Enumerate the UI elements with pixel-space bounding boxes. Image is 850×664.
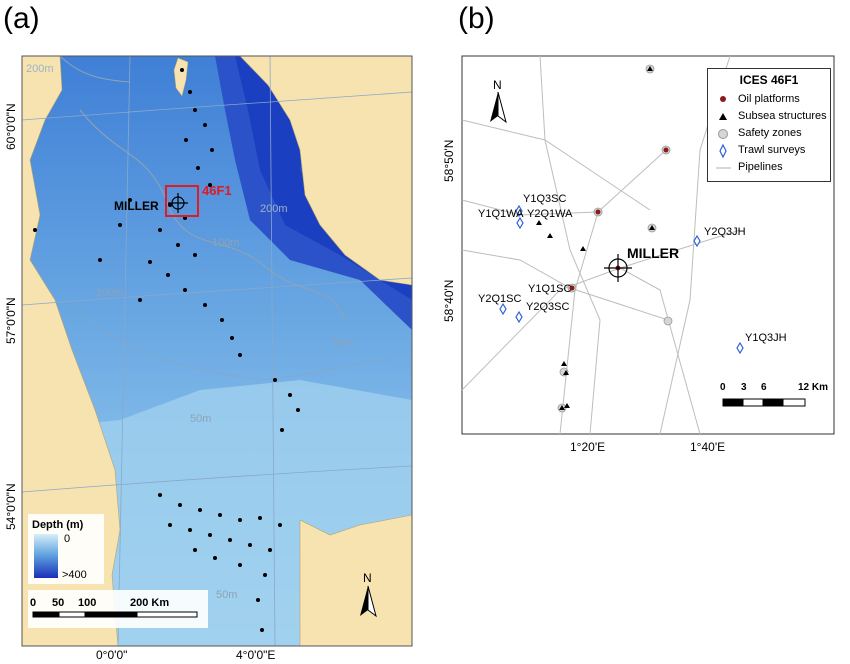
depth-legend-max: >400 [62, 569, 87, 581]
depth-legend-ramp [34, 534, 58, 578]
legend-b-item: Oil platforms [738, 93, 800, 105]
scalebar-a-tick: 0 [30, 597, 36, 609]
miller-label-b: MILLER [627, 245, 680, 261]
contour-label: 100m [212, 237, 240, 249]
miller-label: MILLER [114, 199, 159, 213]
scalebar-b-end: 12 Km [798, 382, 829, 393]
lon-label-a: 4°0'0"E [236, 648, 276, 662]
subsea-structure-icon [719, 113, 727, 120]
legend-b-item: Trawl surveys [738, 144, 806, 156]
contour-label: 100m [96, 287, 124, 299]
lon-label-a: 0°0'0" [96, 648, 128, 662]
panel-a-letter: (a) [3, 2, 40, 35]
legend-b-item: Pipelines [738, 161, 783, 173]
depth-legend-title: Depth (m) [32, 519, 84, 531]
contour-label: 50m [332, 337, 353, 349]
box-label-46f1: 46F1 [202, 183, 232, 198]
contour-label: 50m [190, 413, 211, 425]
scalebar-a-box [28, 590, 208, 628]
scalebar-b-tick: 0 [720, 382, 726, 393]
survey-label: Y1Q1SC [528, 283, 572, 295]
norway-land [239, 56, 412, 286]
scalebar-a [32, 611, 198, 618]
contour-label: 200m [26, 63, 54, 75]
survey-label: Y1Q1WA [478, 208, 524, 220]
contour-label: 200m [260, 203, 288, 215]
installation-points [33, 68, 300, 632]
legend-b-item: Subsea structures [738, 110, 827, 122]
oil-platform-icon [720, 96, 726, 102]
scalebar-b-tick: 3 [741, 382, 747, 393]
survey-label: Y2Q1WA [527, 208, 573, 220]
lat-label-a: 57°0'0"N [4, 297, 18, 344]
scalebar-a-tick: 100 [78, 597, 96, 609]
panel-a-frame [21, 55, 413, 647]
miller-crosshair-b-icon [604, 254, 632, 282]
legend-b-title: ICES 46F1 [739, 73, 799, 87]
lon-label-b: 1°20'E [570, 440, 606, 454]
panel-b-letter: (b) [458, 2, 495, 35]
legend-b: ICES 46F1 Oil platforms Subsea structure… [707, 68, 831, 182]
north-arrow-a-icon [360, 585, 377, 618]
ices-box-46f1 [165, 185, 199, 217]
scalebar-b [722, 398, 806, 407]
north-label-a: N [363, 571, 372, 585]
trawl-survey-markers [499, 204, 744, 355]
survey-label: Y1Q3SC [523, 193, 567, 205]
depth-legend-min: 0 [64, 533, 70, 545]
trawl-survey-icon [719, 143, 727, 159]
legend-b-item: Safety zones [738, 127, 802, 139]
lat-label-a: 60°0'0"N [4, 103, 18, 150]
contour-200m [59, 56, 131, 83]
miller-crosshair-icon [168, 193, 188, 213]
survey-label: Y2Q1SC [478, 293, 522, 305]
north-label-b: N [493, 78, 502, 92]
subsea-structures [536, 66, 655, 410]
safety-zone-icon [718, 129, 728, 139]
survey-label: Y2Q3SC [526, 301, 570, 313]
contour-label: 50m [216, 589, 237, 601]
survey-label: Y1Q3JH [745, 332, 787, 344]
pipeline-lines [461, 55, 741, 435]
survey-label: Y2Q3JH [704, 226, 746, 238]
shetland-land [173, 57, 189, 97]
lat-label-b: 58°40'N [442, 279, 456, 322]
north-arrow-b-icon [490, 92, 507, 124]
scalebar-b-tick: 6 [761, 382, 767, 393]
scalebar-a-tick: 50 [52, 597, 64, 609]
lat-label-a: 54°0'0"N [4, 483, 18, 530]
contour-50m [69, 299, 391, 381]
deep-trench-core [235, 56, 412, 300]
contour-100m [79, 109, 346, 321]
lon-label-b: 1°40'E [690, 440, 726, 454]
graticule [22, 56, 412, 646]
continent-land [299, 514, 412, 646]
scalebar-a-end: 200 Km [130, 597, 169, 609]
lat-label-b: 58°50'N [442, 139, 456, 182]
